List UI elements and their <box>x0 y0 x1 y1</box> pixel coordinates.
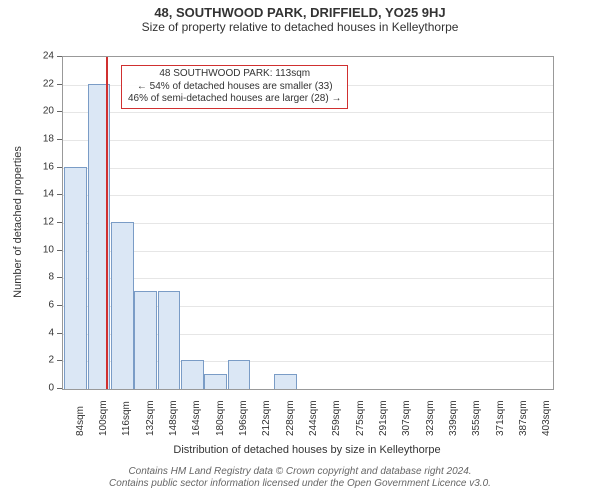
x-tick-label: 371sqm <box>495 400 506 436</box>
y-tick-mark <box>57 333 62 334</box>
gridline <box>63 278 553 279</box>
annotation-box: 48 SOUTHWOOD PARK: 113sqm← 54% of detach… <box>121 65 348 109</box>
y-tick-mark <box>57 222 62 223</box>
x-tick-label: 196sqm <box>238 400 249 436</box>
histogram-bar <box>111 222 134 389</box>
x-tick-label: 275sqm <box>355 400 366 436</box>
histogram-bar <box>64 167 87 389</box>
y-tick-mark <box>57 56 62 57</box>
x-tick-label: 387sqm <box>518 400 529 436</box>
y-tick-label: 18 <box>43 134 54 145</box>
y-tick-mark <box>57 111 62 112</box>
x-tick-label: 180sqm <box>215 400 226 436</box>
x-tick-label: 244sqm <box>308 400 319 436</box>
gridline <box>63 168 553 169</box>
annotation-line: ← 54% of detached houses are smaller (33… <box>128 81 341 94</box>
y-tick-mark <box>57 277 62 278</box>
y-tick-label: 4 <box>48 327 54 338</box>
page-title: 48, SOUTHWOOD PARK, DRIFFIELD, YO25 9HJ <box>0 0 600 21</box>
histogram-bar <box>204 374 227 389</box>
y-tick-label: 8 <box>48 272 54 283</box>
gridline <box>63 251 553 252</box>
footer-line-2: Contains public sector information licen… <box>0 478 600 490</box>
y-tick-mark <box>57 388 62 389</box>
x-tick-label: 132sqm <box>145 400 156 436</box>
x-tick-label: 164sqm <box>191 400 202 436</box>
gridline <box>63 140 553 141</box>
x-tick-label: 148sqm <box>168 400 179 436</box>
y-tick-label: 10 <box>43 244 54 255</box>
y-tick-mark <box>57 139 62 140</box>
gridline <box>63 223 553 224</box>
x-tick-label: 116sqm <box>121 401 132 436</box>
y-tick-mark <box>57 84 62 85</box>
x-tick-label: 339sqm <box>448 400 459 436</box>
page-subtitle: Size of property relative to detached ho… <box>0 21 600 35</box>
histogram-bar <box>228 360 251 389</box>
y-tick-label: 6 <box>48 300 54 311</box>
annotation-line: 46% of semi-detached houses are larger (… <box>128 93 341 106</box>
histogram-bar <box>158 291 181 389</box>
y-tick-label: 2 <box>48 355 54 366</box>
x-tick-label: 323sqm <box>425 400 436 436</box>
x-tick-label: 403sqm <box>541 400 552 436</box>
x-tick-label: 228sqm <box>285 400 296 436</box>
histogram-chart: 48 SOUTHWOOD PARK: 113sqm← 54% of detach… <box>62 56 554 390</box>
y-tick-mark <box>57 194 62 195</box>
x-tick-label: 291sqm <box>378 400 389 436</box>
footer-line-1: Contains HM Land Registry data © Crown c… <box>0 466 600 478</box>
y-tick-label: 16 <box>43 161 54 172</box>
y-tick-mark <box>57 305 62 306</box>
y-tick-label: 20 <box>43 106 54 117</box>
x-tick-label: 100sqm <box>98 400 109 436</box>
histogram-bar <box>134 291 157 389</box>
x-tick-label: 212sqm <box>261 400 272 436</box>
y-tick-label: 12 <box>43 217 54 228</box>
x-tick-label: 307sqm <box>401 400 412 436</box>
y-tick-label: 0 <box>48 383 54 394</box>
x-tick-label: 84sqm <box>75 406 86 436</box>
y-tick-mark <box>57 250 62 251</box>
gridline <box>63 112 553 113</box>
y-tick-mark <box>57 360 62 361</box>
annotation-line: 48 SOUTHWOOD PARK: 113sqm <box>128 68 341 81</box>
y-tick-label: 24 <box>43 51 54 62</box>
histogram-bar <box>181 360 204 389</box>
property-marker-line <box>106 57 108 389</box>
x-axis-label: Distribution of detached houses by size … <box>62 444 552 456</box>
gridline <box>63 195 553 196</box>
y-tick-mark <box>57 167 62 168</box>
footer-attribution: Contains HM Land Registry data © Crown c… <box>0 466 600 490</box>
y-axis-label: Number of detached properties <box>12 146 24 298</box>
x-tick-label: 355sqm <box>471 400 482 436</box>
histogram-bar <box>274 374 297 389</box>
x-tick-label: 259sqm <box>331 400 342 436</box>
y-tick-label: 14 <box>43 189 54 200</box>
y-tick-label: 22 <box>43 78 54 89</box>
